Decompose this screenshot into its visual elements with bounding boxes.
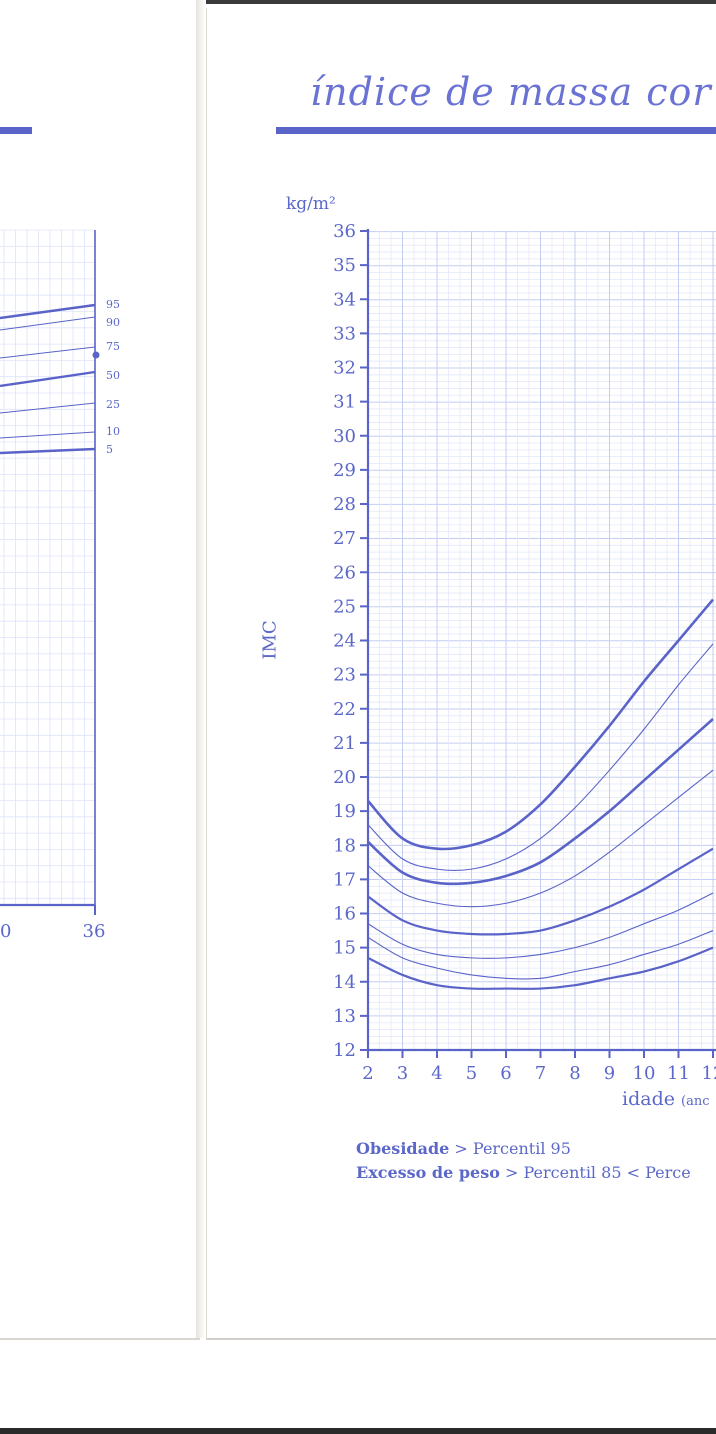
y-tick-label: 25	[333, 596, 356, 617]
y-unit-label: kg/m²	[286, 194, 336, 214]
y-tick-label: 27	[333, 528, 356, 549]
left-percentile-line	[0, 447, 96, 455]
x-axis-label-text: idade	[622, 1088, 675, 1110]
x-tick-label: 2	[362, 1063, 373, 1084]
left-percentile-label: 5	[106, 443, 113, 456]
book-bottom-edge	[0, 1428, 716, 1434]
y-tick-label: 22	[333, 699, 356, 720]
left-percentile-label: 95	[106, 298, 120, 311]
x-tick-label: 3	[397, 1063, 408, 1084]
left-percentile-line	[0, 303, 96, 320]
x-tick-label: 9	[604, 1063, 615, 1084]
y-tick-label: 34	[333, 289, 356, 310]
legend-overweight: Excesso de peso > Percentil 85 < Perce	[356, 1161, 691, 1185]
y-tick-label: 33	[333, 323, 356, 344]
y-tick-label: 19	[333, 801, 356, 822]
y-tick-label: 32	[333, 358, 356, 379]
x-tick-label: 5	[466, 1063, 477, 1084]
percentile-curve	[368, 847, 714, 936]
left-percentile-label: 90	[106, 316, 120, 329]
left-title-rule	[0, 127, 32, 134]
y-tick-label: 15	[333, 938, 356, 959]
percentile-curve	[368, 892, 714, 959]
y-tick-label: 13	[333, 1006, 356, 1027]
y-tick-label: 17	[333, 869, 356, 890]
x-tick-label: 10	[633, 1063, 656, 1084]
x-tick-label: 11	[667, 1063, 690, 1084]
y-tick-label: 21	[333, 733, 356, 754]
y-tick-label: 20	[333, 767, 356, 788]
right-page	[206, 8, 716, 1340]
y-tick-label: 18	[333, 835, 356, 856]
x-tick-label: 4	[431, 1063, 442, 1084]
percentile-curve	[368, 718, 714, 886]
x-tick-label: 6	[500, 1063, 511, 1084]
y-tick-label: 31	[333, 392, 356, 413]
left-percentile-label: 10	[106, 425, 120, 438]
bottom-margin	[0, 1340, 716, 1434]
y-tick-label: 14	[333, 972, 356, 993]
legend-obesity-term: Obesidade	[356, 1139, 450, 1158]
y-tick-label: 35	[333, 255, 356, 276]
x-axis-unit: (anc	[681, 1094, 710, 1109]
left-x-end-label: 36	[83, 921, 106, 942]
left-x-prev-label: 0	[0, 921, 11, 942]
percentile-curve	[368, 769, 714, 908]
x-tick-label: 8	[569, 1063, 580, 1084]
y-tick-label: 36	[333, 221, 356, 242]
left-percentile-line	[0, 431, 96, 439]
x-tick-label: 7	[535, 1063, 546, 1084]
legend-overweight-term: Excesso de peso	[356, 1163, 500, 1182]
y-tick-label: 24	[333, 631, 356, 652]
percentile-curve	[368, 598, 714, 851]
page-title: índice de massa cor	[310, 70, 712, 114]
y-tick-label: 28	[333, 494, 356, 515]
classification-legend: Obesidade > Percentil 95 Excesso de peso…	[356, 1137, 691, 1185]
percentile-curve	[368, 946, 714, 990]
bmi-percentile-chart: 1213141516171819202122232425262728293031…	[333, 221, 716, 1084]
y-tick-label: 26	[333, 562, 356, 583]
percentile-curve	[368, 930, 714, 980]
left-growth-chart: 95 90 75 50 25 10 5 36 0	[0, 229, 120, 942]
book-spine	[196, 0, 206, 1338]
left-percentile-label: 25	[106, 398, 120, 411]
x-axis-label: idade (anc	[622, 1088, 710, 1110]
left-percentile-line	[0, 402, 96, 414]
x-tick-label: 12	[702, 1063, 716, 1084]
legend-obesity: Obesidade > Percentil 95	[356, 1137, 691, 1161]
y-tick-label: 12	[333, 1040, 356, 1061]
y-tick-label: 23	[333, 665, 356, 686]
plotted-point	[92, 351, 100, 359]
legend-obesity-rule: > Percentil 95	[449, 1139, 571, 1158]
book-top-edge	[0, 0, 716, 4]
y-tick-label: 29	[333, 460, 356, 481]
title-rule	[276, 127, 716, 134]
y-tick-label: 30	[333, 426, 356, 447]
left-percentile-label: 75	[106, 340, 120, 353]
left-percentile-label: 50	[106, 369, 120, 382]
y-axis-label: IMC	[259, 620, 281, 660]
legend-overweight-rule: > Percentil 85 < Perce	[499, 1163, 691, 1182]
percentile-curves	[368, 598, 714, 990]
left-percentile-line	[0, 370, 96, 388]
percentile-curve	[368, 643, 714, 871]
left-percentile-line	[0, 316, 96, 331]
left-percentile-line	[0, 346, 96, 359]
y-tick-label: 16	[333, 904, 356, 925]
